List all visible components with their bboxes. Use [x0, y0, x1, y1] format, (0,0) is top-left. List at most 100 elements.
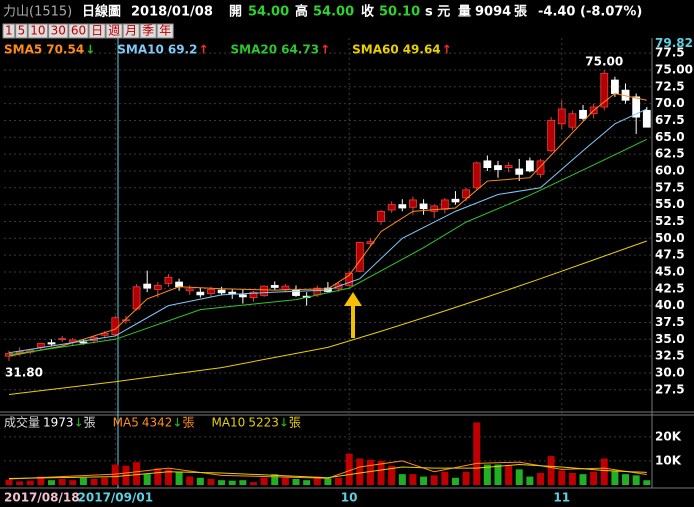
annotation: 31.80	[5, 365, 43, 379]
volume-bar	[579, 474, 587, 485]
period-tab-box[interactable]	[2, 23, 16, 39]
legend-name: SMA20	[231, 43, 278, 57]
period-tab-box[interactable]	[48, 23, 69, 39]
candle-body	[377, 210, 385, 222]
volume-bar	[58, 478, 66, 485]
candle-body	[632, 96, 641, 118]
period-tab[interactable]: 10	[30, 24, 45, 38]
period-tabs: 1 5 10 30 60 日週月季年	[2, 23, 174, 39]
candle-body	[568, 113, 577, 128]
header: 力山(1515) 日線圖 2018/01/08 開 54.00 高 54.00 …	[3, 4, 642, 20]
volume-bar	[175, 471, 183, 485]
legend-name: SMA10	[117, 43, 164, 57]
volume-bar	[547, 456, 555, 485]
candle-body	[494, 165, 502, 171]
volume-bar	[79, 477, 87, 485]
candle-body	[536, 160, 545, 175]
legend-arrow: ↑	[320, 43, 330, 57]
volume-bar	[515, 469, 523, 485]
candle-body	[504, 165, 513, 168]
candle-body	[196, 291, 205, 296]
volume-bar	[568, 472, 576, 485]
open: 54.00	[248, 5, 289, 20]
volume-bar	[590, 471, 598, 485]
date: 2018/01/08	[131, 5, 213, 20]
y-tick-label: 57.5	[655, 180, 685, 194]
volume-bar	[622, 474, 630, 485]
period-tab-box[interactable]	[139, 23, 157, 39]
period-tab[interactable]: 5	[18, 24, 26, 38]
volume-bar	[600, 458, 608, 485]
volume-bar	[218, 480, 226, 485]
volume-bar	[537, 472, 544, 485]
volume-bar	[133, 462, 141, 485]
annotation: 75.00	[585, 54, 623, 68]
period-tab[interactable]: 季	[142, 24, 154, 38]
y-tick-label: 52.5	[655, 214, 685, 228]
period-tab-box[interactable]	[15, 23, 28, 39]
volume-bar	[335, 477, 343, 485]
volume-bar	[398, 474, 406, 485]
y-tick-label: 40.0	[655, 298, 685, 312]
period-tab-box[interactable]	[68, 23, 89, 39]
period-tab-box[interactable]	[156, 23, 174, 39]
candle-body	[36, 342, 45, 348]
candle-body	[47, 342, 56, 345]
close-label: 收	[361, 4, 375, 20]
volume-bar	[632, 475, 640, 485]
candle-body	[440, 199, 449, 210]
candle-body	[111, 317, 120, 335]
y-tick-label: 70.0	[655, 96, 685, 110]
candle-body	[185, 288, 194, 292]
period-tab[interactable]: 30	[51, 24, 66, 38]
period-tab-box[interactable]	[88, 23, 106, 39]
volume-bar	[90, 478, 98, 485]
volume-bar	[505, 465, 513, 485]
high: 54.00	[313, 5, 354, 20]
period-tab[interactable]: 日	[91, 24, 103, 38]
y-tick-label: 35.0	[655, 332, 685, 346]
candle-body	[642, 109, 651, 128]
volume-legend: MA5	[113, 416, 139, 430]
candle-body	[387, 204, 396, 211]
y-tick-label: 65.0	[655, 130, 685, 144]
unit: s 元	[425, 5, 450, 20]
volume-legend: MA10	[211, 416, 245, 430]
volume-legend: 成交量	[4, 415, 40, 430]
volume-legend: 4342	[142, 416, 173, 430]
volume-bar	[154, 468, 162, 485]
volume-bar	[462, 471, 470, 485]
period-tab[interactable]: 週	[108, 24, 120, 38]
period-tab[interactable]: 60	[71, 24, 86, 38]
volume-bar	[164, 469, 172, 485]
y-tick-label: 77.5	[655, 46, 685, 60]
volume-bar	[26, 480, 34, 485]
high-label: 高	[295, 4, 308, 20]
candle-body	[143, 283, 152, 289]
legend-arrow: ↑	[198, 43, 208, 57]
candle-body	[207, 289, 215, 294]
volume-legend: 5223	[248, 416, 279, 430]
period-tab-box[interactable]	[27, 23, 49, 39]
volume-legend: 1973	[43, 416, 74, 430]
period-tab[interactable]: 月	[125, 24, 137, 38]
legend-arrow: ↑	[442, 43, 452, 57]
volume-bar	[483, 464, 491, 485]
x-tick-label: 2017/09/01	[78, 491, 154, 505]
volume-bar	[313, 476, 321, 485]
volume-bar	[271, 474, 279, 485]
candle-body	[515, 168, 524, 175]
period-tab-box[interactable]	[105, 23, 123, 39]
period-tab-box[interactable]	[122, 23, 140, 39]
period-tab[interactable]: 1	[5, 24, 13, 38]
period-tab[interactable]: 年	[159, 24, 171, 38]
volume-bar	[239, 480, 247, 485]
stock-name: 力山(1515)	[3, 5, 72, 20]
volume-legend: 張	[289, 416, 301, 430]
ma-line	[8, 460, 647, 480]
volume-bar	[101, 477, 109, 485]
candle-body	[451, 198, 460, 203]
y-tick-label: 72.5	[655, 79, 685, 93]
